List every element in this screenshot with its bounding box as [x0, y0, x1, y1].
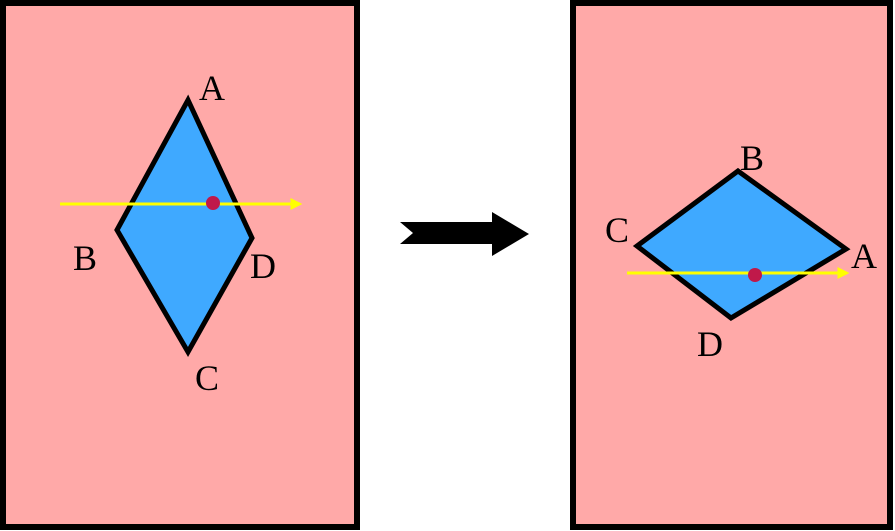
right-label-b: B	[740, 138, 764, 178]
right-label-d: D	[697, 324, 723, 364]
left-label-b: B	[73, 238, 97, 278]
left-panel: A B C D	[0, 0, 360, 530]
right-label-c: C	[605, 210, 629, 250]
left-label-d: D	[250, 246, 276, 286]
right-rhombus	[632, 167, 851, 322]
left-red-dot	[206, 196, 220, 210]
left-label-a: A	[199, 68, 225, 108]
right-arrow-icon	[400, 212, 529, 256]
right-panel: A B C D	[570, 0, 893, 530]
left-label-c: C	[195, 358, 219, 398]
right-label-a: A	[851, 236, 877, 276]
left-rhombus	[114, 94, 255, 358]
right-red-dot	[748, 268, 762, 282]
